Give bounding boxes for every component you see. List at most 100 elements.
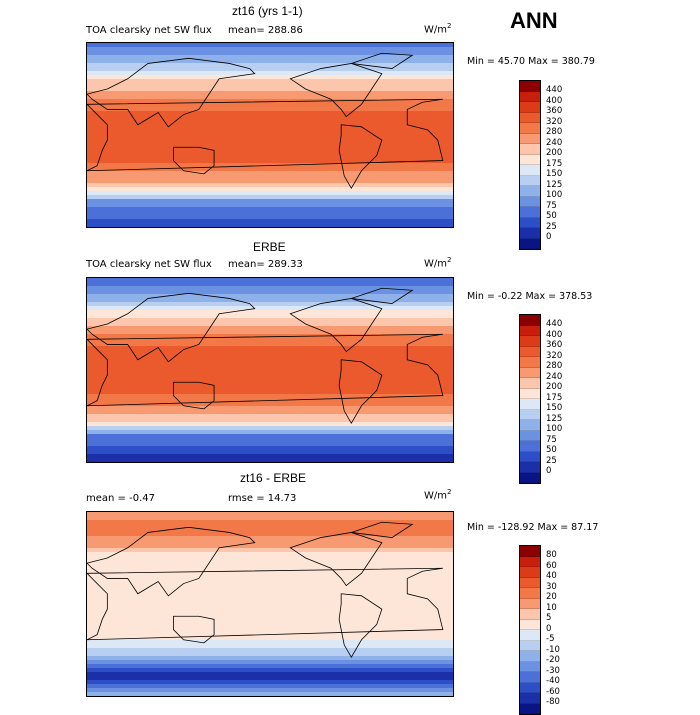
colorbar-swatch	[520, 556, 540, 567]
zonal-band	[87, 640, 453, 645]
zonal-band	[87, 155, 453, 160]
zonal-band	[87, 111, 453, 116]
colorbar-swatch	[520, 228, 540, 239]
zonal-band	[87, 600, 453, 605]
zonal-band	[87, 676, 453, 681]
colorbar-tick-label: 0	[546, 232, 552, 242]
zonal-band	[87, 183, 453, 188]
units-label: W/m2	[424, 488, 452, 502]
colorbar-swatch	[520, 133, 540, 144]
zonal-band	[87, 199, 453, 204]
colorbar-tick-label: 10	[546, 602, 557, 613]
zonal-band	[87, 672, 453, 677]
colorbar-swatch	[520, 196, 540, 207]
colorbar-swatch	[520, 207, 540, 218]
zonal-band	[87, 624, 453, 629]
zonal-band	[87, 688, 453, 693]
coastline	[87, 57, 256, 128]
colorbar-tick-label: 280	[546, 127, 563, 137]
coastline	[338, 359, 383, 424]
zonal-band	[87, 516, 453, 521]
zonal-band	[87, 63, 453, 68]
colorbar-tick-label: 25	[546, 221, 557, 232]
colorbar-tick-label: 100	[546, 190, 563, 200]
zonal-band	[87, 79, 453, 84]
zonal-band	[87, 135, 453, 140]
colorbar-tick-label: 150	[546, 403, 563, 413]
zonal-band	[87, 322, 453, 327]
zonal-band	[87, 592, 453, 597]
colorbar-tick-label: -60	[546, 686, 560, 697]
colorbar-swatch	[520, 693, 540, 704]
zonal-band	[87, 223, 453, 227]
colorbar-swatch	[520, 217, 540, 228]
zonal-band	[87, 334, 453, 339]
zonal-band	[87, 55, 453, 60]
colorbar-swatch	[520, 630, 540, 641]
colorbar-swatch	[520, 315, 540, 326]
zonal-band	[87, 668, 453, 673]
zonal-band	[87, 119, 453, 124]
colorbar-tick-label: -20	[546, 655, 560, 665]
colorbar-tick-label: 150	[546, 169, 563, 179]
colorbar-tick-label: 280	[546, 361, 563, 371]
colorbar-swatch	[520, 154, 540, 165]
zonal-band	[87, 386, 453, 391]
colorbar-tick-label: 100	[546, 424, 563, 434]
zonal-band	[87, 139, 453, 144]
colorbar-swatch	[520, 577, 540, 588]
zonal-band	[87, 596, 453, 601]
min-max-label: Min = -0.22 Max = 378.53	[467, 291, 593, 302]
min-max-label: Min = -128.92 Max = 87.17	[467, 522, 599, 533]
colorbar-tick-label: 75	[546, 434, 557, 445]
colorbar-swatch	[520, 399, 540, 410]
zonal-band	[87, 342, 453, 347]
coastline	[87, 98, 444, 172]
colorbar-tick-label: 125	[546, 179, 563, 190]
zonal-band	[87, 532, 453, 537]
colorbar-tick-label: 75	[546, 200, 557, 211]
zonal-band	[87, 512, 453, 517]
colorbar-swatch	[520, 378, 540, 389]
colorbar-swatch	[520, 102, 540, 113]
zonal-band	[87, 434, 453, 439]
colorbar-tick-label: 240	[546, 137, 563, 148]
coastline	[289, 63, 383, 118]
zonal-band	[87, 548, 453, 553]
map-plot	[86, 511, 454, 697]
zonal-band	[87, 620, 453, 625]
zonal-band	[87, 374, 453, 379]
zonal-band	[87, 147, 453, 152]
zonal-band	[87, 215, 453, 220]
colorbar-swatch	[520, 186, 540, 197]
zonal-band	[87, 524, 453, 529]
zonal-band	[87, 422, 453, 427]
zonal-band	[87, 692, 453, 696]
zonal-band	[87, 584, 453, 589]
zonal-band	[87, 286, 453, 291]
zonal-band	[87, 612, 453, 617]
zonal-band	[87, 378, 453, 383]
colorbar-swatch	[520, 451, 540, 462]
colorbar-tick-label: -10	[546, 644, 560, 655]
zonal-band	[87, 418, 453, 423]
colorbar-swatch	[520, 144, 540, 155]
coastline	[289, 298, 383, 353]
colorbar-swatch	[520, 567, 540, 578]
zonal-band	[87, 458, 453, 462]
colorbar-swatch	[520, 336, 540, 347]
zonal-band	[87, 442, 453, 447]
zonal-band	[87, 560, 453, 565]
coastline	[87, 333, 444, 407]
zonal-band	[87, 576, 453, 581]
colorbar-tick-label: 175	[546, 392, 563, 403]
zonal-band	[87, 167, 453, 172]
zonal-band	[87, 298, 453, 303]
zonal-band	[87, 544, 453, 549]
zonal-band	[87, 346, 453, 351]
colorbar-tick-label: 0	[546, 623, 552, 634]
colorbar-swatch	[520, 619, 540, 630]
colorbar-swatch	[520, 441, 540, 452]
zonal-band	[87, 338, 453, 343]
zonal-band	[87, 644, 453, 649]
